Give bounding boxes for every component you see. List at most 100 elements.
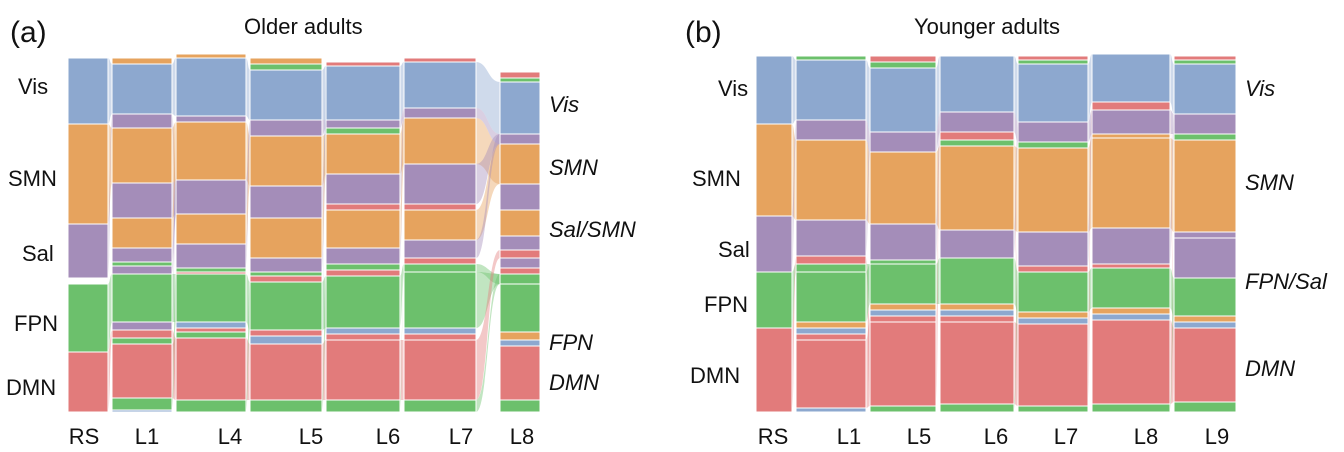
flow-ribbon-fpn xyxy=(476,264,500,284)
panel-older-adults: (a) Older adults Vis SMN Sal FPN DMN Vis… xyxy=(6,14,636,449)
node-smn xyxy=(795,321,867,329)
flow-ribbon-sal xyxy=(172,114,176,214)
flow-ribbons xyxy=(792,54,1174,412)
flow-ribbon-sal xyxy=(1088,110,1092,266)
node-sal xyxy=(325,247,401,265)
node-vis xyxy=(939,309,1015,317)
right-label-smn: SMN xyxy=(1245,170,1294,195)
right-label-vis: Vis xyxy=(549,92,580,117)
node-smn xyxy=(249,57,323,65)
flow-ribbon-vis xyxy=(792,56,796,124)
flow-ribbon-fpn xyxy=(1170,278,1174,412)
flow-ribbon-dmn xyxy=(792,256,796,412)
node-vis xyxy=(403,327,477,335)
flow-ribbon-fpn xyxy=(322,276,326,412)
flow-ribbon-vis xyxy=(1014,56,1018,122)
flow-ribbon-fpn xyxy=(792,264,796,328)
flow-ribbon-vis xyxy=(322,66,326,344)
tick-label: L9 xyxy=(1204,424,1230,449)
node-fpn xyxy=(1091,267,1171,309)
node-dmn xyxy=(499,71,541,79)
flow-ribbon-sal xyxy=(866,120,870,152)
flow-ribbon-sal xyxy=(400,108,404,264)
node-vis xyxy=(249,335,323,345)
node-vis xyxy=(1017,63,1089,123)
node-smn xyxy=(175,53,247,59)
node-smn xyxy=(1091,307,1171,315)
flow-ribbon-dmn xyxy=(476,250,500,400)
node-vis xyxy=(325,65,401,121)
panel-letter: (a) xyxy=(10,16,47,49)
node-vis xyxy=(1173,63,1237,115)
node-vis xyxy=(869,309,937,317)
node-sal xyxy=(67,223,109,279)
node-dmn xyxy=(795,333,867,341)
node-sal xyxy=(249,257,323,273)
flow-ribbon-smn xyxy=(172,122,176,183)
flow-ribbon-fpn xyxy=(246,274,250,330)
flow-ribbon-sal xyxy=(246,120,250,214)
panel-younger-adults: (b) Younger adults Vis SMN Sal FPN DMN V… xyxy=(672,0,1344,452)
flow-ribbon-vis xyxy=(246,58,250,120)
flow-ribbon-vis xyxy=(1170,54,1174,114)
flow-ribbon-dmn xyxy=(866,322,870,408)
flow-ribbon-smn xyxy=(1170,138,1174,232)
flow-ribbon-dmn xyxy=(1170,320,1174,404)
node-vis xyxy=(111,409,173,413)
flow-ribbon-dmn xyxy=(1014,322,1018,406)
node-fpn xyxy=(1173,401,1237,413)
node-dmn xyxy=(499,345,541,401)
flow-ribbon-fpn xyxy=(866,264,870,322)
node-dmn xyxy=(175,327,247,333)
node-smn xyxy=(1091,137,1171,229)
flow-ribbon-sal xyxy=(322,120,326,218)
flow-ribbon-smn xyxy=(936,146,940,230)
flow-ribbon-sal xyxy=(172,180,176,330)
flow-ribbon-sal xyxy=(1014,122,1018,258)
flow-ribbon-sal xyxy=(400,108,404,128)
flow-ribbon-vis xyxy=(1088,54,1092,122)
node-dmn xyxy=(869,315,937,323)
node-vis xyxy=(795,407,867,413)
panel-title: Younger adults xyxy=(914,14,1060,39)
node-sal xyxy=(795,219,867,257)
flow-ribbon-smn xyxy=(476,144,500,240)
tick-label: L1 xyxy=(836,424,862,449)
tick-label: L6 xyxy=(983,424,1009,449)
node-fpn xyxy=(1173,59,1237,65)
flow-ribbon-sal xyxy=(1170,114,1174,264)
node-smn xyxy=(795,139,867,221)
flow-ribbon-dmn xyxy=(936,132,940,406)
node-vis xyxy=(795,59,867,121)
right-label-fpn: FPN xyxy=(549,330,593,355)
node-dmn xyxy=(67,351,109,413)
flow-ribbon-smn xyxy=(1088,138,1092,232)
left-label-fpn: FPN xyxy=(14,311,58,336)
flow-ribbon-vis xyxy=(866,60,870,132)
node-fpn xyxy=(325,127,401,135)
flow-ribbon-dmn xyxy=(322,340,326,400)
node-smn xyxy=(175,121,247,181)
flow-ribbon-smn xyxy=(400,118,404,174)
flow-ribbon-smn xyxy=(246,136,250,244)
flow-ribbon-fpn xyxy=(476,272,500,328)
tick-label: L4 xyxy=(217,424,243,449)
right-label-dmn: DMN xyxy=(549,370,600,395)
node-fpn xyxy=(249,281,323,331)
right-label-sal-smn: Sal/SMN xyxy=(549,217,636,242)
node-sal xyxy=(175,179,247,215)
flow-ribbon-sal xyxy=(792,120,796,272)
left-label-dmn: DMN xyxy=(6,375,57,400)
flow-ribbon-sal xyxy=(400,108,404,204)
node-vis xyxy=(175,321,247,329)
flow-ribbon-smn xyxy=(322,134,326,258)
flow-ribbon-vis xyxy=(400,62,404,120)
node-vis xyxy=(795,327,867,335)
tick-label: L6 xyxy=(375,424,401,449)
tick-label: L7 xyxy=(448,424,474,449)
flow-ribbon-sal xyxy=(476,134,500,204)
flow-ribbon-sal xyxy=(322,120,326,272)
node-fpn xyxy=(1017,141,1089,149)
left-label-sal: Sal xyxy=(718,237,750,262)
node-dmn xyxy=(1017,55,1089,61)
